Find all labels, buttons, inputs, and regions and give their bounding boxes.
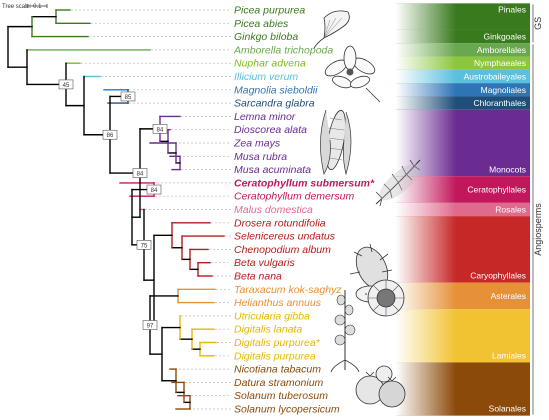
support-value-box	[146, 184, 162, 195]
taxon-label: Zea mays	[233, 138, 281, 150]
taxon-label: Helianthus annuus	[234, 297, 322, 309]
taxon-label: Musa rubra	[234, 151, 287, 163]
clade-band-fade	[396, 3, 456, 30]
support-value-box	[102, 129, 118, 140]
leader-lines	[71, 9, 231, 410]
support-value: 97	[147, 324, 154, 330]
taxon-label: Digitalis lanata	[234, 324, 302, 336]
major-group-labels: GS Angiosperms	[532, 4, 543, 415]
support-value-box	[132, 168, 148, 178]
tree-scale: Tree scale: 0.1	[2, 4, 48, 10]
support-value: 84	[137, 172, 144, 178]
clade-band-fade	[396, 202, 456, 217]
taxon-label: Chenopodium album	[234, 244, 331, 256]
support-value-box	[142, 320, 158, 330]
taxon-label: Digitalis purpurea*	[234, 337, 321, 349]
support-value: 85	[125, 95, 132, 101]
support-value: 84	[157, 127, 164, 133]
support-value: 45	[63, 83, 70, 89]
clade-band-label: Ginkgoales	[483, 31, 526, 41]
clade-band-label: Rosales	[495, 205, 526, 215]
support-value: 75	[141, 243, 148, 249]
taxon-label: Digitalis purpurea	[234, 350, 316, 362]
clade-band-label: Magnoliales	[481, 85, 526, 95]
clade-band-label: Ceratophyllales	[467, 185, 526, 195]
clade-band-label: Amborellales	[477, 45, 526, 55]
taxon-label: Illicium verum	[234, 71, 298, 83]
taxon-label: Lemna minor	[234, 111, 296, 123]
clade-band-fade	[396, 43, 456, 57]
clade-band-fade	[396, 69, 456, 84]
clade-band-fade	[396, 216, 456, 283]
taxon-label: Dioscorea alata	[234, 124, 307, 136]
clade-band-label: Nymphaeales	[474, 58, 526, 68]
support-value-box	[152, 124, 168, 134]
support-value-box	[120, 91, 136, 102]
support-value-box	[136, 240, 152, 250]
tree-scale-label: Tree scale: 0.1	[2, 4, 42, 10]
support-values: 85 84 84 97 75 84 86 45	[58, 79, 168, 330]
clade-band-fade	[396, 56, 456, 70]
taxon-label: Beta vulgaris	[234, 257, 295, 269]
taxon-label: Selenicereus undatus	[234, 231, 336, 243]
taxon-label: Magnolia sieboldii	[234, 84, 318, 96]
clade-band-label: Solanales	[489, 404, 526, 414]
clade-band-fade	[396, 96, 456, 110]
major-group-label: Angiosperms	[533, 203, 543, 256]
clade-bands: Pinales Ginkgoales Amborellales Nymphaeales…	[396, 3, 530, 416]
clade-band-label: Chloranthales	[474, 98, 526, 108]
taxon-label: Solanum tuberosum	[234, 390, 328, 402]
clade-band-label: Monocots	[489, 164, 526, 174]
taxon-label: Sarcandra glabra	[234, 98, 315, 110]
taxon-label: Musa acuminata	[234, 164, 311, 176]
taxon-label: Ginkgo biloba	[234, 31, 298, 43]
taxon-label: Ceratophyllum submersum*	[234, 177, 375, 189]
taxon-label: Nuphar advena	[234, 58, 306, 70]
clade-band-fade	[396, 83, 456, 97]
clade-band-fade	[396, 176, 456, 203]
support-value-box	[58, 79, 74, 90]
taxon-label: Beta nana	[234, 271, 282, 283]
ceratophyllum-sprig-icon	[375, 159, 421, 207]
taxon-label: Amborella trichopoda	[233, 44, 333, 56]
ginkgo-leaf-icon	[313, 10, 350, 49]
taxon-label: Malus domestica	[234, 204, 313, 216]
taxon-label: Picea abies	[234, 18, 289, 30]
clade-band-fade	[396, 309, 456, 363]
clade-band-label: Lamiales	[492, 350, 526, 360]
clade-band-label: Austrobaileyales	[464, 72, 526, 82]
clade-band-fade	[396, 282, 456, 310]
corn-ear-icon	[320, 109, 352, 176]
taxon-label: Utricularia gibba	[234, 310, 310, 322]
taxon-label: Taraxacum kok-saghyz	[234, 284, 342, 296]
foxglove-icon	[330, 290, 360, 373]
clade-band-label: Pinales	[498, 4, 526, 14]
tomato-icon	[355, 365, 406, 408]
major-group-label: GS	[533, 17, 543, 30]
clade-band-fade	[396, 362, 456, 416]
taxon-label: Drosera rotundifolia	[234, 217, 326, 229]
clade-band-fade	[396, 29, 456, 44]
sunflower-icon	[367, 279, 405, 317]
tree-branches	[7, 9, 225, 410]
support-value: 84	[151, 188, 158, 194]
clade-band-fade	[396, 109, 456, 177]
support-value: 86	[107, 133, 114, 139]
clade-band-label: Asterales	[491, 291, 526, 301]
magnolia-flower-icon	[324, 45, 381, 103]
taxon-label: Solanum lycopersicum	[234, 404, 340, 416]
taxon-label: Ceratophyllum demersum	[234, 191, 354, 203]
clade-band-label: Caryophyllales	[470, 271, 526, 281]
taxon-label: Datura stramonium	[234, 377, 324, 389]
taxon-label: Picea purpurea	[234, 5, 305, 17]
taxon-label: Nicotiana tabacum	[234, 364, 321, 376]
